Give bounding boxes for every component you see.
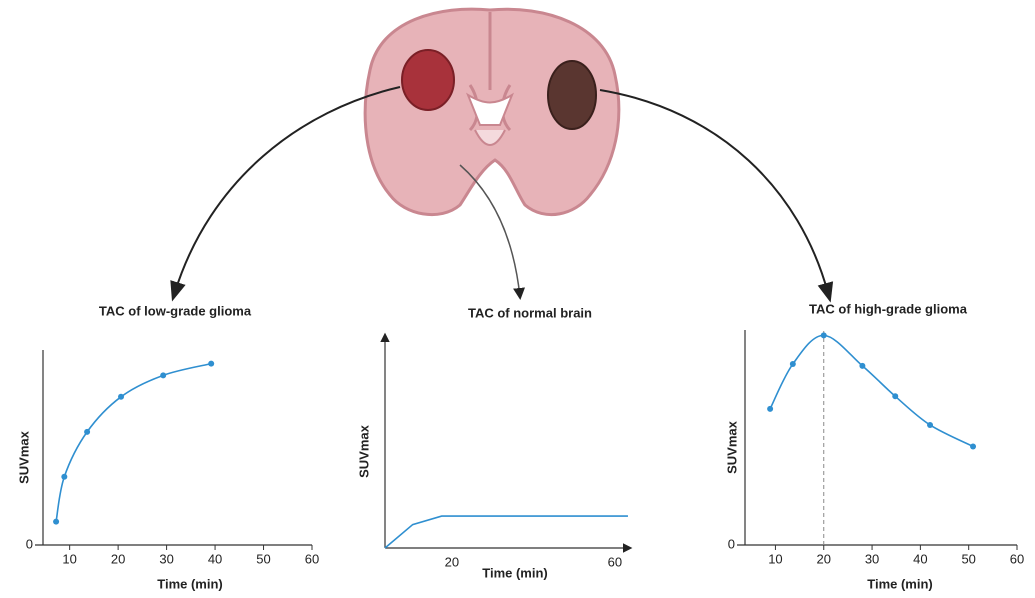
x-tick-label: 20	[445, 554, 459, 569]
x-tick-label: 10	[62, 551, 76, 566]
x-axis-label: Time (min)	[482, 565, 548, 580]
data-point	[767, 406, 773, 412]
x-tick-label: 20	[817, 551, 831, 566]
arrow	[600, 90, 828, 293]
x-tick-label: 40	[913, 551, 927, 566]
x-tick-label: 60	[608, 554, 622, 569]
x-tick-label: 30	[865, 551, 879, 566]
x-tick-label: 30	[159, 551, 173, 566]
data-point	[84, 429, 90, 435]
y-tick-label: 0	[728, 536, 735, 551]
x-tick-label: 10	[768, 551, 782, 566]
data-point	[61, 474, 67, 480]
data-point	[790, 361, 796, 367]
data-point	[892, 393, 898, 399]
y-axis-label: SUVmax	[16, 430, 31, 484]
x-tick-label: 20	[111, 551, 125, 566]
x-tick-label: 60	[1010, 551, 1024, 566]
x-axis-label: Time (min)	[157, 576, 223, 591]
y-axis-label: SUVmax	[356, 424, 371, 478]
y-axis-label: SUVmax	[724, 420, 739, 474]
data-point	[53, 519, 59, 525]
data-line	[385, 516, 628, 548]
x-tick-label: 50	[961, 551, 975, 566]
data-point	[859, 363, 865, 369]
data-line	[56, 364, 211, 522]
chart-title: TAC of normal brain	[468, 305, 592, 320]
chart-title: TAC of low-grade glioma	[99, 303, 252, 318]
data-point	[160, 372, 166, 378]
figure: TAC of low-grade glioma Time (min) SUVmax 1…	[0, 0, 1035, 593]
x-axis-label: Time (min)	[867, 576, 933, 591]
x-tick-label: 60	[305, 551, 319, 566]
data-line	[770, 335, 973, 446]
data-point	[118, 394, 124, 400]
data-point	[208, 361, 214, 367]
data-point	[970, 443, 976, 449]
y-tick-label: 0	[26, 536, 33, 551]
chart-title: TAC of high-grade glioma	[809, 301, 968, 316]
data-point	[927, 422, 933, 428]
brain-illustration	[365, 9, 619, 215]
x-tick-label: 40	[208, 551, 222, 566]
data-point	[821, 332, 827, 338]
x-tick-label: 50	[256, 551, 270, 566]
